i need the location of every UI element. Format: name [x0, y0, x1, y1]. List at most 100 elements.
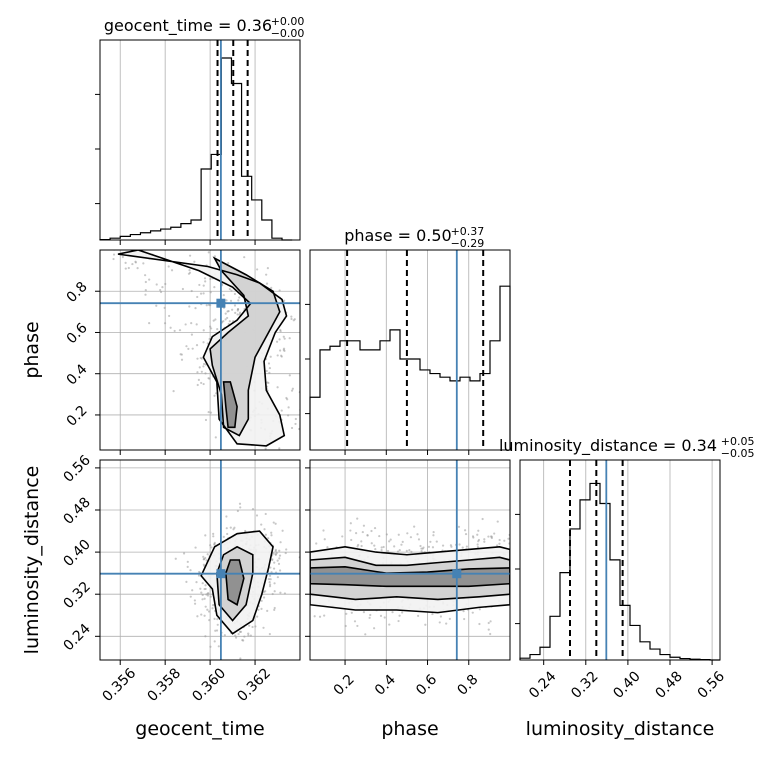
sample-point	[247, 634, 250, 637]
panel-title-text: luminosity_distance = 0.34	[499, 436, 717, 456]
sample-point	[265, 369, 268, 373]
sample-point	[204, 605, 207, 608]
title-label: luminosity_distance	[499, 436, 658, 456]
sample-point	[280, 354, 283, 357]
sample-point	[164, 282, 167, 286]
sample-point	[243, 635, 246, 638]
sample-point	[288, 337, 291, 340]
sample-point	[507, 537, 510, 540]
sample-point	[373, 544, 376, 547]
sample-point	[463, 617, 466, 621]
sample-point	[287, 406, 290, 409]
sample-point	[275, 340, 279, 343]
sample-point	[217, 645, 220, 648]
sample-point	[287, 414, 290, 417]
sample-point	[266, 267, 269, 270]
sample-point	[405, 549, 408, 553]
sample-point	[256, 268, 259, 271]
sample-point	[385, 533, 388, 536]
sample-point	[204, 418, 208, 422]
sample-point	[155, 283, 158, 286]
sample-point	[124, 267, 127, 270]
sample-point	[291, 387, 294, 390]
sample-point	[225, 527, 228, 530]
sample-point	[215, 392, 218, 395]
sample-point	[237, 299, 240, 302]
sample-point	[213, 285, 216, 289]
sample-point	[278, 289, 281, 292]
sample-point	[266, 381, 269, 384]
sample-point	[212, 319, 215, 322]
sample-point	[131, 262, 134, 266]
sample-point	[229, 299, 233, 302]
sample-point	[290, 426, 294, 430]
sample-point	[477, 538, 481, 542]
sample-point	[356, 624, 359, 628]
sample-point	[112, 253, 116, 256]
title-minus: −0.05	[721, 447, 755, 460]
sample-point	[269, 578, 272, 581]
sample-point	[207, 251, 210, 254]
sample-point	[234, 634, 237, 637]
grid-lines	[543, 460, 713, 660]
y-tick-label: 0.4	[64, 361, 91, 388]
sample-point	[163, 306, 166, 310]
sample-point	[170, 269, 174, 272]
grid-lines	[119, 40, 256, 240]
sample-point	[301, 586, 303, 588]
sample-point	[429, 540, 432, 543]
title-plus: +0.05	[721, 435, 755, 448]
sample-point	[264, 447, 267, 450]
sample-point	[226, 316, 229, 320]
sample-point	[303, 440, 305, 442]
sample-point	[531, 538, 533, 540]
sample-point	[251, 508, 255, 511]
sample-point	[169, 326, 172, 329]
sample-point	[271, 592, 274, 596]
x-axis-label: phase	[381, 718, 438, 740]
sample-point	[419, 544, 422, 548]
sample-point	[238, 296, 241, 299]
sample-point	[186, 560, 189, 563]
sample-point	[201, 231, 203, 233]
sample-point	[201, 593, 204, 597]
sample-point	[389, 538, 392, 541]
sample-point	[204, 587, 207, 591]
sample-point	[273, 590, 276, 593]
sample-point	[417, 614, 420, 618]
sample-point	[216, 328, 219, 331]
sample-point	[302, 591, 304, 593]
sample-point	[207, 592, 210, 595]
sample-point	[281, 529, 284, 532]
sample-point	[483, 538, 486, 541]
sample-point	[190, 289, 193, 293]
sample-point	[228, 320, 231, 323]
sample-point	[278, 338, 281, 341]
y-tick-label: 0.32	[60, 579, 93, 612]
y-tick-label: 0.6	[64, 320, 91, 347]
sample-point	[167, 265, 170, 268]
sample-point	[233, 526, 236, 529]
sample-point	[535, 578, 537, 580]
sample-point	[278, 554, 282, 557]
y-axis-label: phase	[21, 321, 43, 378]
sample-point	[201, 582, 204, 585]
sample-point	[226, 532, 229, 536]
sample-point	[203, 597, 206, 600]
sample-point	[276, 576, 279, 579]
sample-point	[378, 534, 381, 538]
sample-point	[136, 267, 139, 270]
title-equals: =	[393, 226, 417, 245]
sample-point	[476, 545, 479, 549]
sample-point	[173, 329, 176, 333]
sample-point	[188, 268, 191, 272]
sample-point	[184, 323, 187, 326]
sample-point	[296, 599, 298, 601]
sample-point	[355, 532, 358, 535]
sample-point	[406, 532, 409, 535]
panel-frame	[99, 459, 301, 661]
sample-point	[202, 284, 205, 287]
sample-point	[209, 544, 212, 547]
sample-point	[229, 526, 232, 529]
